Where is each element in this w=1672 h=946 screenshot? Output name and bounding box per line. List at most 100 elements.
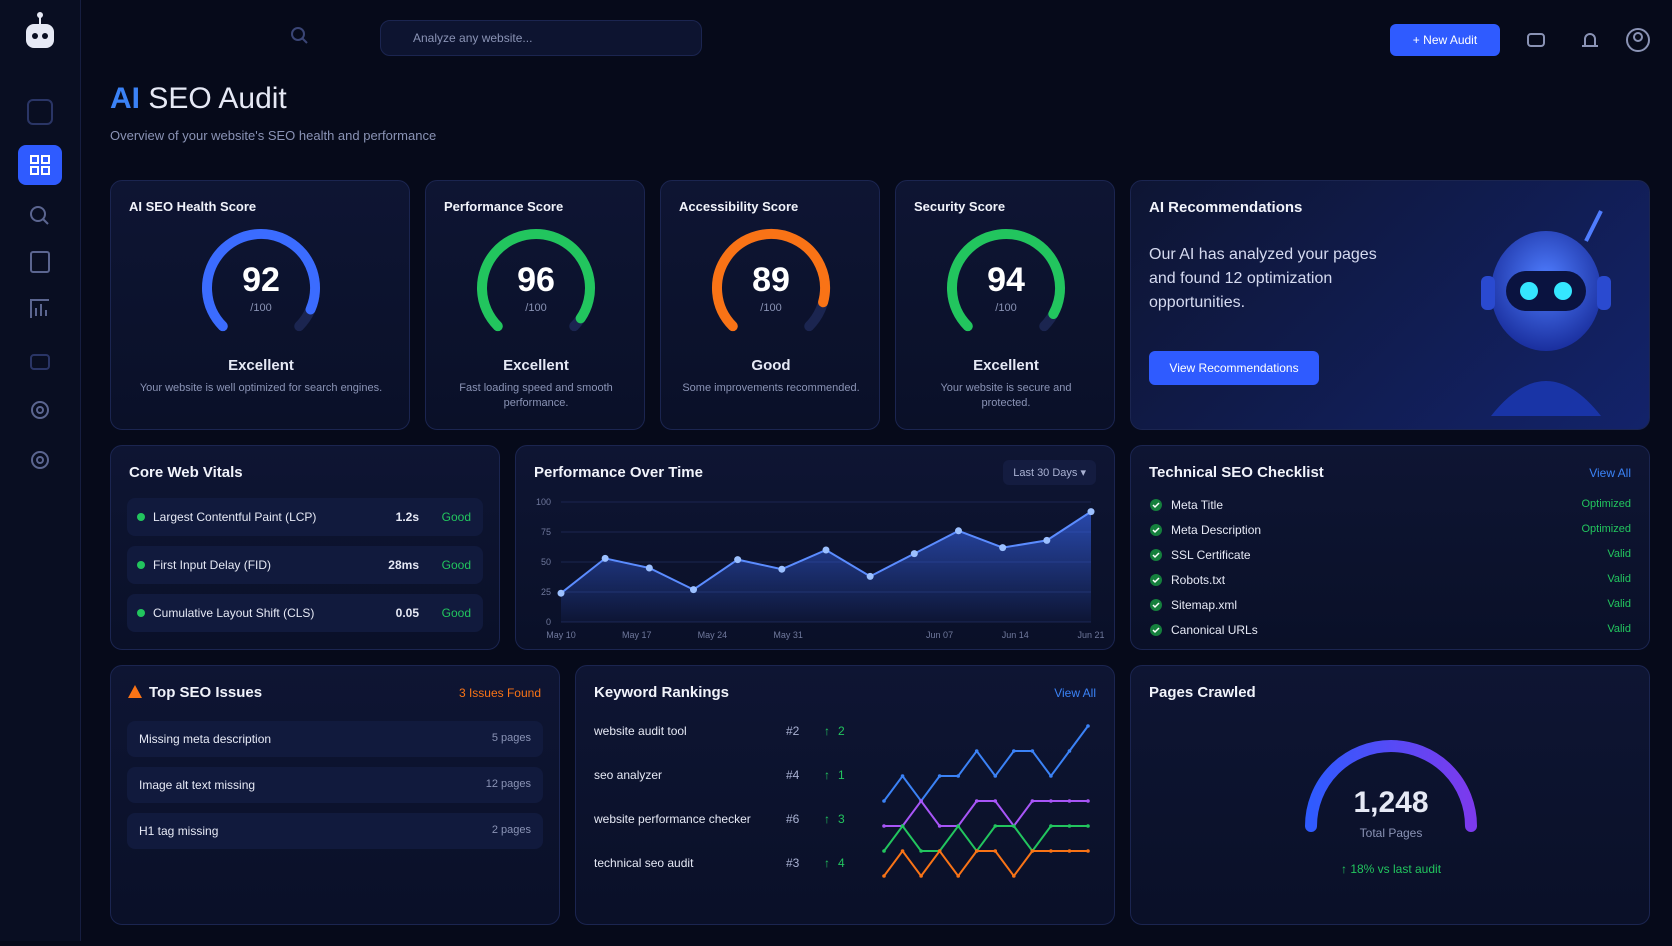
vital-row: Largest Contentful Paint (LCP) 1.2s Good bbox=[127, 498, 483, 536]
y-tick-label: 0 bbox=[546, 617, 551, 627]
trend-point bbox=[1012, 824, 1016, 828]
view-all-link[interactable]: View All bbox=[1054, 686, 1096, 700]
search-placeholder: Analyze any website... bbox=[413, 31, 533, 45]
card-title: Performance Over Time bbox=[534, 464, 703, 481]
vital-value: 0.05 bbox=[395, 606, 419, 620]
score-card: Performance Score 96/100 Excellent Fast loa… bbox=[425, 180, 645, 430]
check-name: Robots.txt bbox=[1171, 573, 1226, 587]
nav-icon[interactable] bbox=[27, 99, 53, 125]
check-mark bbox=[1152, 602, 1160, 609]
keyword-rank: #2 bbox=[786, 724, 800, 738]
pages-delta-row: ↑ 18% vs last audit bbox=[1131, 862, 1649, 876]
card-title: Core Web Vitals bbox=[129, 464, 243, 481]
line-point bbox=[955, 527, 962, 535]
check-name: Meta Description bbox=[1171, 523, 1262, 537]
page-title: AI SEO Audit bbox=[110, 82, 287, 116]
line-point bbox=[910, 550, 918, 558]
score-gauge: 94/100 bbox=[947, 229, 1065, 332]
score-description: Some improvements recommended. bbox=[682, 382, 860, 394]
trend-point bbox=[1030, 799, 1035, 803]
check-name: Canonical URLs bbox=[1171, 623, 1258, 637]
score-card: Accessibility Score 89/100 Good Some improv… bbox=[660, 180, 880, 430]
score-value: 94 bbox=[987, 261, 1025, 299]
keyword-change: 2 bbox=[838, 724, 845, 738]
check-status: Valid bbox=[1607, 548, 1631, 560]
gauge-value bbox=[712, 229, 830, 332]
vital-row: First Input Delay (FID) 28ms Good bbox=[127, 546, 483, 584]
issue-row: Image alt text missing 12 pages bbox=[127, 767, 543, 803]
range-select[interactable]: Last 30 Days ▾ bbox=[1003, 460, 1096, 485]
score-card: AI SEO Health Score 92/100 Excellent Your w… bbox=[110, 180, 410, 430]
keyword-rank: #6 bbox=[786, 812, 800, 826]
trend-point bbox=[956, 824, 960, 828]
trend-point bbox=[974, 799, 979, 803]
vital-status: Good bbox=[441, 510, 471, 524]
card-title: Technical SEO Checklist bbox=[1149, 464, 1324, 481]
search-icon[interactable] bbox=[290, 26, 310, 46]
trend-point bbox=[919, 849, 923, 853]
score-max: /100 bbox=[525, 302, 546, 314]
gauge-value bbox=[947, 229, 1065, 332]
line-area bbox=[561, 511, 1091, 622]
check-name: SSL Certificate bbox=[1171, 548, 1251, 562]
score-description: Your website is secure and protected. bbox=[940, 382, 1072, 409]
trend-point bbox=[993, 849, 998, 853]
trend-point bbox=[937, 824, 942, 828]
y-tick-label: 25 bbox=[541, 587, 551, 597]
score-rating: Excellent bbox=[228, 357, 294, 374]
x-tick-label: May 10 bbox=[546, 630, 576, 640]
vital-name: First Input Delay (FID) bbox=[153, 558, 272, 572]
y-tick-label: 75 bbox=[541, 527, 551, 537]
new-audit-button[interactable]: + New Audit bbox=[1390, 24, 1500, 56]
keyword-rank: #3 bbox=[786, 856, 800, 870]
trend-point bbox=[900, 849, 905, 853]
check-status: Optimized bbox=[1581, 523, 1631, 535]
card-title: Top SEO Issues bbox=[149, 684, 263, 701]
check-name: Sitemap.xml bbox=[1171, 598, 1238, 612]
search-box[interactable]: Analyze any website... bbox=[380, 20, 702, 56]
trend-point bbox=[1049, 774, 1053, 778]
vital-row: Cumulative Layout Shift (CLS) 0.05 Good bbox=[127, 594, 483, 632]
check-icon bbox=[1150, 524, 1162, 536]
check-status: Valid bbox=[1607, 623, 1631, 635]
card-title: Performance Score bbox=[444, 199, 564, 214]
nav-active[interactable] bbox=[18, 145, 62, 185]
trend-point bbox=[1067, 749, 1072, 753]
check-mark bbox=[1152, 552, 1160, 559]
up-arrow: ↑ bbox=[824, 768, 830, 782]
trend-point bbox=[993, 774, 998, 778]
top-icons[interactable] bbox=[1520, 24, 1660, 56]
trend-point bbox=[1030, 849, 1035, 853]
score-max: /100 bbox=[995, 302, 1016, 314]
x-tick-label: May 17 bbox=[622, 630, 652, 640]
keyword-rank: #4 bbox=[786, 768, 800, 782]
score-value: 89 bbox=[752, 261, 790, 299]
check-icon bbox=[1150, 624, 1162, 636]
issue-row: H1 tag missing 2 pages bbox=[127, 813, 543, 849]
keyword-trend bbox=[883, 725, 1089, 803]
y-tick-label: 50 bbox=[541, 557, 551, 567]
title-rest: SEO Audit bbox=[148, 82, 287, 115]
line-point bbox=[557, 589, 565, 597]
trend-point bbox=[956, 774, 960, 778]
trend-point bbox=[1067, 824, 1072, 828]
x-tick-label: Jun 14 bbox=[1002, 630, 1029, 640]
score-max: /100 bbox=[760, 302, 781, 314]
keyword-trend bbox=[884, 799, 1088, 828]
vital-name: Cumulative Layout Shift (CLS) bbox=[153, 606, 315, 620]
nav-icons[interactable] bbox=[30, 206, 50, 469]
recommendations-card: AI Recommendations Our AI has analyzed y… bbox=[1130, 180, 1650, 430]
card-title: Security Score bbox=[914, 199, 1006, 214]
trend-point bbox=[919, 874, 923, 878]
x-tick-label: May 24 bbox=[698, 630, 728, 640]
check-mark bbox=[1152, 627, 1160, 634]
score-card: Security Score 94/100 Excellent Your websit… bbox=[895, 180, 1115, 430]
trend-point bbox=[882, 799, 886, 803]
y-tick-label: 100 bbox=[536, 497, 551, 507]
view-recommendations-button[interactable]: View Recommendations bbox=[1149, 351, 1319, 385]
view-all-link[interactable]: View All bbox=[1589, 466, 1631, 480]
check-mark bbox=[1152, 577, 1160, 584]
keyword-change: 1 bbox=[838, 768, 845, 782]
